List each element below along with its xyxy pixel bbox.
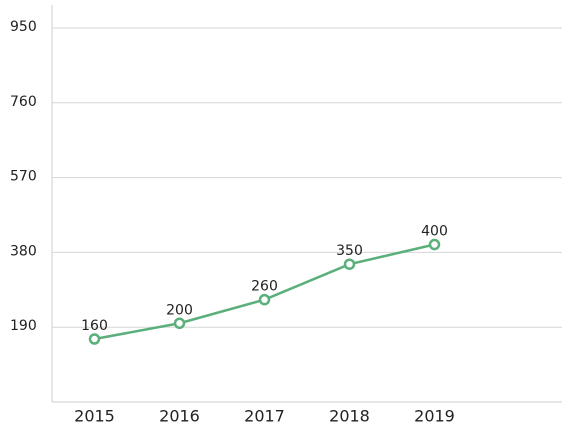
x-tick-label: 2015 bbox=[74, 407, 115, 426]
x-tick-label: 2019 bbox=[414, 407, 455, 426]
value-label: 260 bbox=[251, 279, 278, 295]
value-label: 160 bbox=[81, 318, 108, 334]
point bbox=[343, 258, 356, 270]
y-tick-label: 190 bbox=[10, 318, 37, 334]
y-tick-label: 380 bbox=[10, 243, 37, 259]
value-label: 400 bbox=[421, 224, 448, 240]
y-tick-label: 760 bbox=[10, 94, 37, 110]
y-tick-label: 950 bbox=[10, 19, 37, 35]
x-tick-label: 2017 bbox=[244, 407, 285, 426]
point bbox=[428, 238, 441, 251]
x-tick-label: 2018 bbox=[329, 407, 370, 426]
value-label: 200 bbox=[166, 302, 193, 318]
value-label: 350 bbox=[336, 243, 363, 259]
point bbox=[88, 333, 101, 345]
x-tick-label: 2016 bbox=[159, 407, 200, 426]
y-tick-label: 570 bbox=[10, 169, 37, 185]
point bbox=[173, 317, 186, 330]
point bbox=[258, 293, 271, 306]
